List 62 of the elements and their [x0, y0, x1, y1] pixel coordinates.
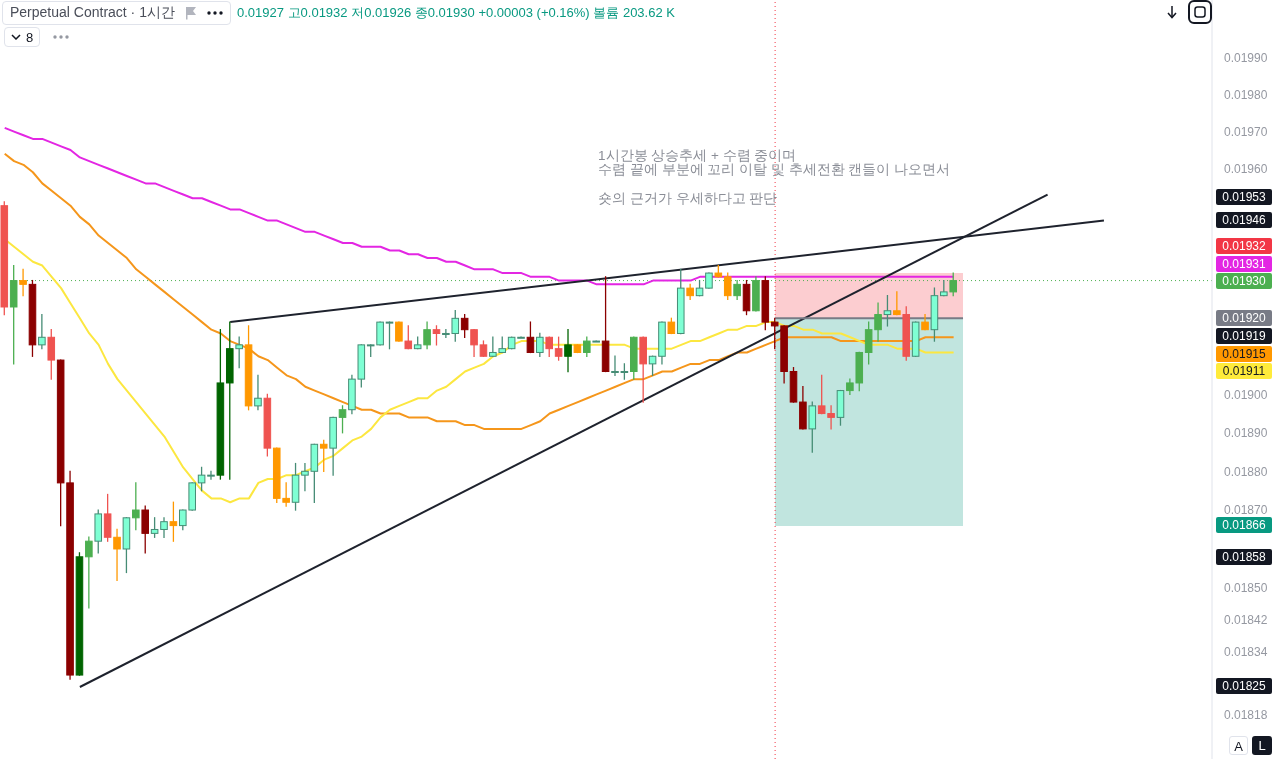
candlestick — [526, 321, 535, 354]
y-tick-label: 0.01960 — [1224, 161, 1268, 176]
candlestick — [235, 336, 243, 369]
candlestick — [103, 493, 112, 542]
candlestick — [254, 374, 262, 411]
y-tick-label: 0.01818 — [1224, 708, 1268, 723]
ref-line-label: 0.01930 — [1216, 272, 1272, 289]
candlestick — [536, 332, 544, 357]
y-tick-label: 0.01890 — [1224, 426, 1268, 440]
chart-subtitle: 0.01927 고0.01932 저0.01926 종0.01930 +0.00003 (+0.16%) 볼륨 203.62 K — [236, 3, 675, 22]
candlestick — [319, 439, 328, 472]
candlestick — [583, 336, 591, 357]
y-tick-label: 0.01990 — [1224, 51, 1268, 66]
candlestick — [113, 528, 121, 581]
text: 0.01946 — [1216, 211, 1272, 228]
text: 0.01931 — [1216, 255, 1272, 272]
annotation: 8 — [26, 29, 34, 45]
text: 0.01825 — [1216, 678, 1272, 694]
candlestick — [545, 336, 554, 357]
title-box: Perpetual Contract · 1시간 — [2, 0, 231, 25]
candlestick — [404, 325, 413, 350]
y-tick-label: 0.01842 — [1224, 612, 1268, 627]
y-tick-label: 0.01834 — [1224, 644, 1268, 659]
candlestick — [169, 501, 178, 542]
candlestick — [460, 313, 469, 338]
text: 0.01915 — [1216, 345, 1272, 362]
candlestick — [808, 401, 817, 453]
candlestick — [432, 325, 441, 346]
candlestick — [385, 321, 394, 350]
candlestick — [470, 329, 478, 357]
text: 0.01919 — [1216, 328, 1272, 344]
text: 0.01866 — [1216, 517, 1272, 533]
candlestick — [132, 482, 140, 531]
y-tick-label: 0.01970 — [1224, 124, 1268, 139]
y-tick-label: 0.01870 — [1224, 503, 1268, 518]
text: 0.01858 — [1216, 548, 1272, 565]
candlestick — [338, 405, 347, 434]
candlestick — [38, 313, 46, 350]
chart-title: Perpetual Contract · 1시간 — [10, 3, 175, 22]
candlestick — [883, 295, 892, 327]
y-tick-label: 0.01880 — [1224, 464, 1268, 479]
candlestick — [395, 321, 403, 342]
candlestick — [141, 505, 150, 554]
text: 0.01920 — [1216, 310, 1272, 326]
text: 0.01932 — [1216, 238, 1272, 254]
button: L — [1252, 736, 1272, 755]
button: A — [1229, 736, 1248, 755]
y-tick-label: 0.01980 — [1224, 88, 1268, 103]
y-tick-label: 0.01900 — [1224, 387, 1268, 402]
text: 0.01953 — [1216, 189, 1272, 205]
candlestick — [554, 336, 563, 361]
candlestick — [19, 268, 27, 297]
candlestick — [564, 329, 572, 373]
dropdown-button: 8 — [4, 27, 41, 47]
text: 0.01911 — [1216, 363, 1272, 379]
annotation: 1시간봉 상승추세 + 수렴 중이며 수렴 끝에 부분에 꼬리 이탈 및 추세전환 캔들이 나오면서 숏의 근거가 우세하다고 판단 — [598, 148, 951, 207]
candlestick — [85, 536, 93, 609]
candlestick — [893, 291, 901, 316]
candlestick — [423, 321, 431, 350]
candlestick — [723, 272, 732, 301]
y-tick-label: 0.01850 — [1224, 581, 1268, 596]
candlestick — [47, 329, 56, 380]
